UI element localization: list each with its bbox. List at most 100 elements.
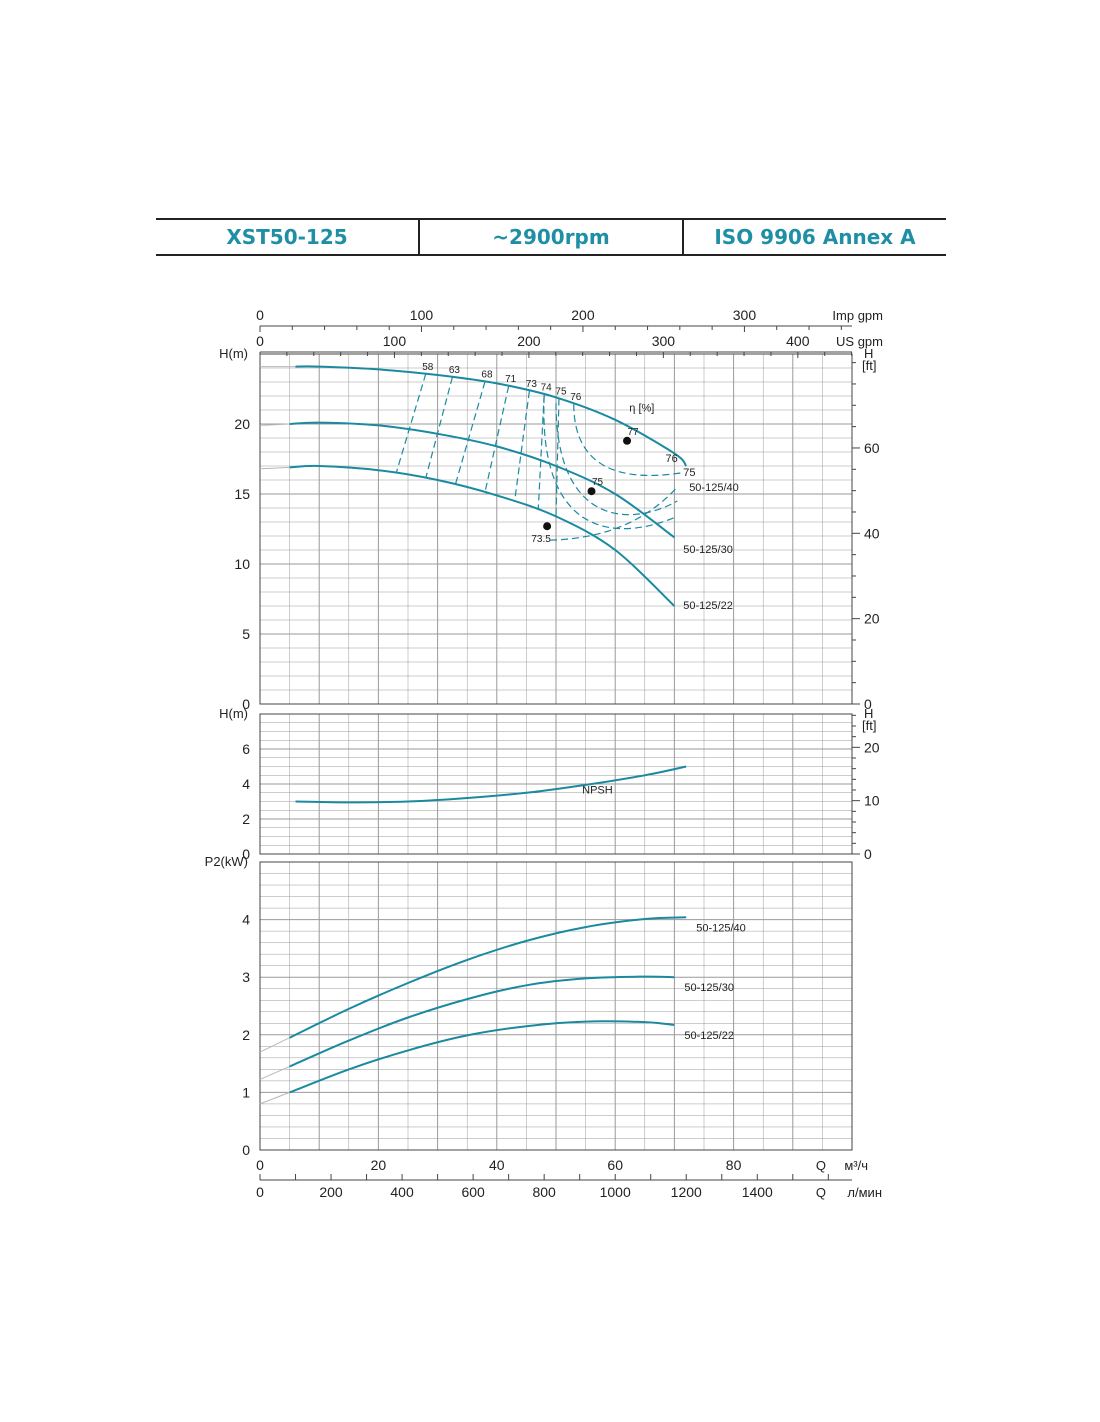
- curve-extension: [259, 423, 290, 426]
- y-tick-label-left: 0: [242, 1142, 250, 1158]
- y-tick-label-left: 0: [242, 696, 250, 712]
- panel-frame: [259, 861, 853, 1151]
- head-curve-1: [289, 421, 675, 539]
- us-gpm-axis-tick-label: 200: [517, 333, 541, 349]
- head-right-label: 76: [666, 453, 678, 465]
- efficiency-contour-label: 68: [481, 370, 493, 381]
- lmin-tick-label: 200: [319, 1184, 343, 1200]
- power-series-label: 50-125/30: [684, 982, 734, 994]
- y-axis-label-right: H: [864, 706, 873, 721]
- y-tick-label-left: 5: [242, 626, 250, 642]
- y-axis-label-right-unit: [ft]: [862, 718, 876, 733]
- lmin-tick-label: 1000: [600, 1184, 631, 1200]
- power-curve-2: [289, 1020, 675, 1094]
- curve-extension: [259, 466, 290, 470]
- model-name: XST50-125: [226, 225, 348, 249]
- efficiency-contour: [425, 376, 453, 479]
- m3h-tick-label: 0: [256, 1157, 264, 1173]
- m3h-tick-label: 20: [371, 1157, 387, 1173]
- y-tick-label-left: 3: [242, 969, 250, 985]
- efficiency-point: [543, 522, 552, 531]
- efficiency-contour-label: 76: [570, 392, 582, 403]
- imp-gpm-axis-tick-label: 300: [733, 307, 757, 323]
- head-right-label: 75: [683, 467, 695, 479]
- power-series-label: 50-125/40: [696, 922, 746, 934]
- curve-extension: [259, 1066, 290, 1080]
- efficiency-contour-loop: [543, 395, 678, 530]
- y-tick-label-left: 2: [242, 1027, 250, 1043]
- efficiency-contour-loop: [555, 402, 678, 516]
- y-tick-label-right: 0: [864, 696, 872, 712]
- efficiency-contour: [573, 404, 681, 477]
- curve-extension: [259, 1091, 290, 1105]
- m3h-tick-label: 40: [489, 1157, 505, 1173]
- y-tick-label-left: 10: [234, 556, 250, 572]
- us-gpm-axis-tick-label: 300: [652, 333, 676, 349]
- chart-header: XST50-125 ~2900rpm ISO 9906 Annex A: [156, 218, 946, 256]
- y-axis-label-left: P2(kW): [205, 854, 248, 869]
- grid-layer: [259, 353, 853, 1151]
- efficiency-contour-label: 74: [541, 383, 553, 394]
- curve-layer: [259, 365, 688, 1105]
- m3h-q-label: Q: [816, 1158, 826, 1173]
- efficiency-contour: [513, 391, 530, 502]
- efficiency-contour: [395, 373, 427, 474]
- y-tick-label-right: 60: [864, 440, 880, 456]
- head-curve-0: [295, 365, 688, 467]
- head-right-label: 50-125/22: [683, 600, 733, 612]
- imp-gpm-axis-tick-label: 100: [410, 307, 434, 323]
- y-tick-label-right: 40: [864, 525, 880, 541]
- label-layer: NPSH 50-125/40 50-125/30 50-125/22 58 63 68 71 7…: [422, 362, 746, 1042]
- efficiency-contour-label: 63: [449, 365, 461, 376]
- lmin-q-label: Q: [816, 1185, 826, 1200]
- efficiency-contour-label: 73: [526, 379, 538, 390]
- y-tick-label-left: 20: [234, 416, 250, 432]
- imp-gpm-axis-tick-label: 0: [256, 307, 264, 323]
- y-axis-label-right: H: [864, 346, 873, 361]
- curve-extension: [259, 1037, 290, 1053]
- head-right-label: 50-125/30: [683, 544, 733, 556]
- y-tick-label-left: 2: [242, 811, 250, 827]
- imp-gpm-axis-label: Imp gpm: [832, 308, 883, 323]
- efficiency-point-label: 73.5: [531, 534, 551, 545]
- y-tick-label-right: 20: [864, 739, 880, 755]
- efficiency-point: [587, 487, 596, 496]
- power-curve-1: [289, 975, 675, 1068]
- y-tick-label-left: 4: [242, 912, 250, 928]
- efficiency-point-label: 75: [592, 477, 604, 488]
- head-curve-2: [289, 464, 676, 607]
- efficiency-contour-label: 71: [505, 374, 517, 385]
- us-gpm-axis-label: US gpm: [836, 334, 883, 349]
- efficiency-contour: [555, 398, 560, 517]
- y-tick-label-right: 0: [864, 846, 872, 862]
- lmin-tick-label: 800: [532, 1184, 556, 1200]
- lmin-tick-label: 1200: [671, 1184, 702, 1200]
- efficiency-contour-label: 58: [422, 362, 434, 373]
- m3h-tick-label: 60: [607, 1157, 623, 1173]
- us-gpm-axis-tick-label: 0: [256, 333, 264, 349]
- y-tick-label-left: 0: [242, 846, 250, 862]
- power-series-label: 50-125/22: [684, 1030, 734, 1042]
- y-axis-label-left: H(m): [219, 346, 248, 361]
- m3h-unit-label: м³/ч: [844, 1158, 868, 1173]
- head-right-label: 50-125/40: [689, 482, 739, 494]
- efficiency-contour-label: 75: [555, 387, 567, 398]
- lmin-tick-label: 1400: [742, 1184, 773, 1200]
- y-axis-label-left: H(m): [219, 706, 248, 721]
- efficiency-contour: [537, 394, 545, 511]
- m3h-tick-label: 80: [726, 1157, 742, 1173]
- lmin-tick-label: 400: [390, 1184, 414, 1200]
- y-tick-label-left: 6: [242, 741, 250, 757]
- efficiency-point: [623, 436, 632, 445]
- y-tick-label-left: 1: [242, 1084, 250, 1100]
- efficiency-point-label: 77: [627, 427, 639, 438]
- npsh-label: NPSH: [582, 785, 613, 797]
- imp-gpm-axis-tick-label: 200: [571, 307, 595, 323]
- efficiency-contour: [454, 381, 486, 485]
- axis-layer: 05101520H(m)0204060H[ft]0246H(m)01020H[f…: [205, 307, 883, 1200]
- lmin-unit-label: л/мин: [847, 1185, 882, 1200]
- efficiency-contour: [484, 386, 510, 493]
- y-tick-label-left: 4: [242, 776, 250, 792]
- y-tick-label-right: 10: [864, 793, 880, 809]
